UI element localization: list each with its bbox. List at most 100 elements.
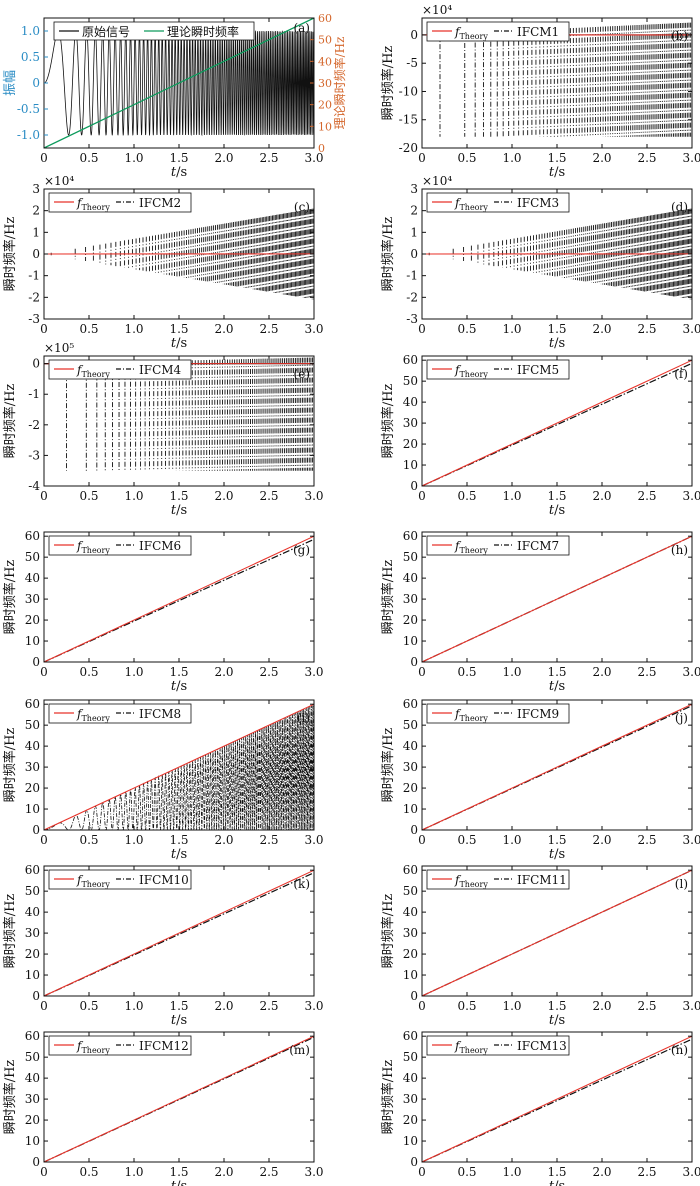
x-tick-label: 1.5 [169,1165,188,1179]
x-tick-label: 0 [418,151,426,165]
x-axis-label-unit: /s [176,847,187,862]
x-tick-label: 3.0 [304,489,323,503]
y-tick-label: 40 [403,395,418,409]
x-axis-label: t/s [549,679,565,694]
x-tick-label: 2.5 [637,665,656,679]
legend-label-theory: fTheory [76,707,110,723]
panel-label: (c) [294,200,310,214]
y-tick-label: 60 [403,529,418,543]
legend-label-ifcm: IFCM7 [517,539,559,553]
x-axis-label: t/s [171,165,187,180]
legend: 原始信号 理论瞬时频率 [53,21,255,41]
x-tick-label: 1.0 [124,833,143,847]
x-axis-label-var: t [549,1179,555,1186]
legend-label-theory: fTheory [454,873,488,889]
y-tick-label: 20 [25,1113,40,1127]
x-axis-label: t/s [171,336,187,351]
y-tick-label: 30 [25,1092,40,1106]
y-tick-label: 60 [25,863,40,877]
ifcm-line [44,538,314,662]
y-tick-label: 10 [403,968,418,982]
ifcm-line [439,22,692,137]
x-tick-label: 1.5 [547,999,566,1013]
x-axis-label: t/s [549,503,565,518]
y-axis-label: 振幅 [3,70,18,96]
x-tick-label: 1.0 [502,833,521,847]
x-tick-label: 1.0 [124,665,143,679]
ifcm-line [44,1036,314,1162]
x-tick-label: 1.5 [547,489,566,503]
y-tick-label: -2 [28,290,40,304]
legend-f: f [76,873,84,887]
theory-line [44,535,314,662]
x-tick-label: 0 [418,489,426,503]
x-axis-label-var: t [171,1013,177,1028]
x-axis-label-unit: /s [554,1179,565,1186]
y-tick-label: 40 [25,1071,40,1085]
y-tick-label: 50 [25,718,40,732]
y-tick-label: 60 [403,863,418,877]
legend-sub: Theory [81,1046,110,1055]
y-tick-label: 20 [403,781,418,795]
legend-label-theory: fTheory [76,363,110,379]
x-tick-label: 0.5 [79,833,98,847]
x-axis-label-unit: /s [176,503,187,518]
y-tick-label: -1 [28,387,40,401]
y-right-tick-label: 10 [318,120,332,133]
legend-label-ifcm: IFCM8 [139,707,181,721]
x-tick-label: 0.5 [79,999,98,1013]
panel-f: 0 0.5 1.0 1.5 2.0 2.5 3.0 0 10 20 30 40 50 60 t/s 瞬时频率/… [380,353,700,518]
x-tick-label: 2.0 [214,999,233,1013]
y-exponent: ×10⁴ [422,174,452,188]
legend-sub: Theory [81,714,110,723]
y-tick-label: -3 [406,312,418,326]
y-tick-label: 40 [25,739,40,753]
legend: fTheory IFCM12 [48,1035,192,1056]
y-axis-label: 瞬时频率/Hz [380,560,396,635]
x-tick-label: 2.0 [592,833,611,847]
legend-f: f [76,1039,84,1053]
x-tick-label: 2.0 [592,1165,611,1179]
panel-label: (g) [293,543,310,557]
legend-label-theory: fTheory [454,539,488,555]
x-tick-label: 0.5 [457,999,476,1013]
legend-label-theory: fTheory [76,873,110,889]
x-axis-label-unit: /s [554,165,565,180]
y-tick-label: 30 [25,926,40,940]
y-tick-label: 1.0 [21,24,40,38]
y-tick-label: -15 [399,113,418,127]
y-tick-label: 60 [25,697,40,711]
x-tick-label: 0.5 [457,665,476,679]
legend: fTheory IFCM3 [426,192,570,213]
y-tick-label: 0 [410,1155,418,1169]
y-right-tick-label: 40 [318,55,332,68]
y-tick-label: 2 [410,204,418,218]
x-tick-label: 2.5 [637,833,656,847]
x-axis-label-unit: /s [176,1013,187,1028]
y-tick-label: 30 [403,760,418,774]
theory-line [422,869,692,996]
x-tick-label: 2.5 [259,1165,278,1179]
legend-label-ifcm: IFCM11 [517,873,567,887]
y-tick-label: 50 [403,884,418,898]
legend-label-theory: 理论瞬时频率 [167,24,239,39]
x-tick-label: 0 [40,489,48,503]
x-tick-label: 0 [40,1165,48,1179]
ifcm-line [422,1038,692,1162]
x-tick-label: 1.0 [124,151,143,165]
y-tick-label: 20 [25,781,40,795]
x-tick-label: 1.5 [169,833,188,847]
x-tick-label: 2.0 [592,665,611,679]
y-tick-label: 60 [403,353,418,367]
x-tick-label: 0.5 [457,489,476,503]
legend: fTheory IFCM8 [48,703,192,724]
y-tick-label: 2 [32,204,40,218]
y-tick-label: 50 [25,1050,40,1064]
legend-sub: Theory [81,546,110,555]
x-tick-label: 2.5 [259,833,278,847]
y-axis-label: 瞬时频率/Hz [380,894,396,969]
x-tick-label: 0.5 [457,833,476,847]
panel-e: 0 0.5 1.0 1.5 2.0 2.5 3.0 -4 -3 -2 -1 0 ×10⁵ t/s 瞬时频率/… [2,341,324,518]
legend-f: f [76,539,84,553]
legend-label-theory: fTheory [76,539,110,555]
